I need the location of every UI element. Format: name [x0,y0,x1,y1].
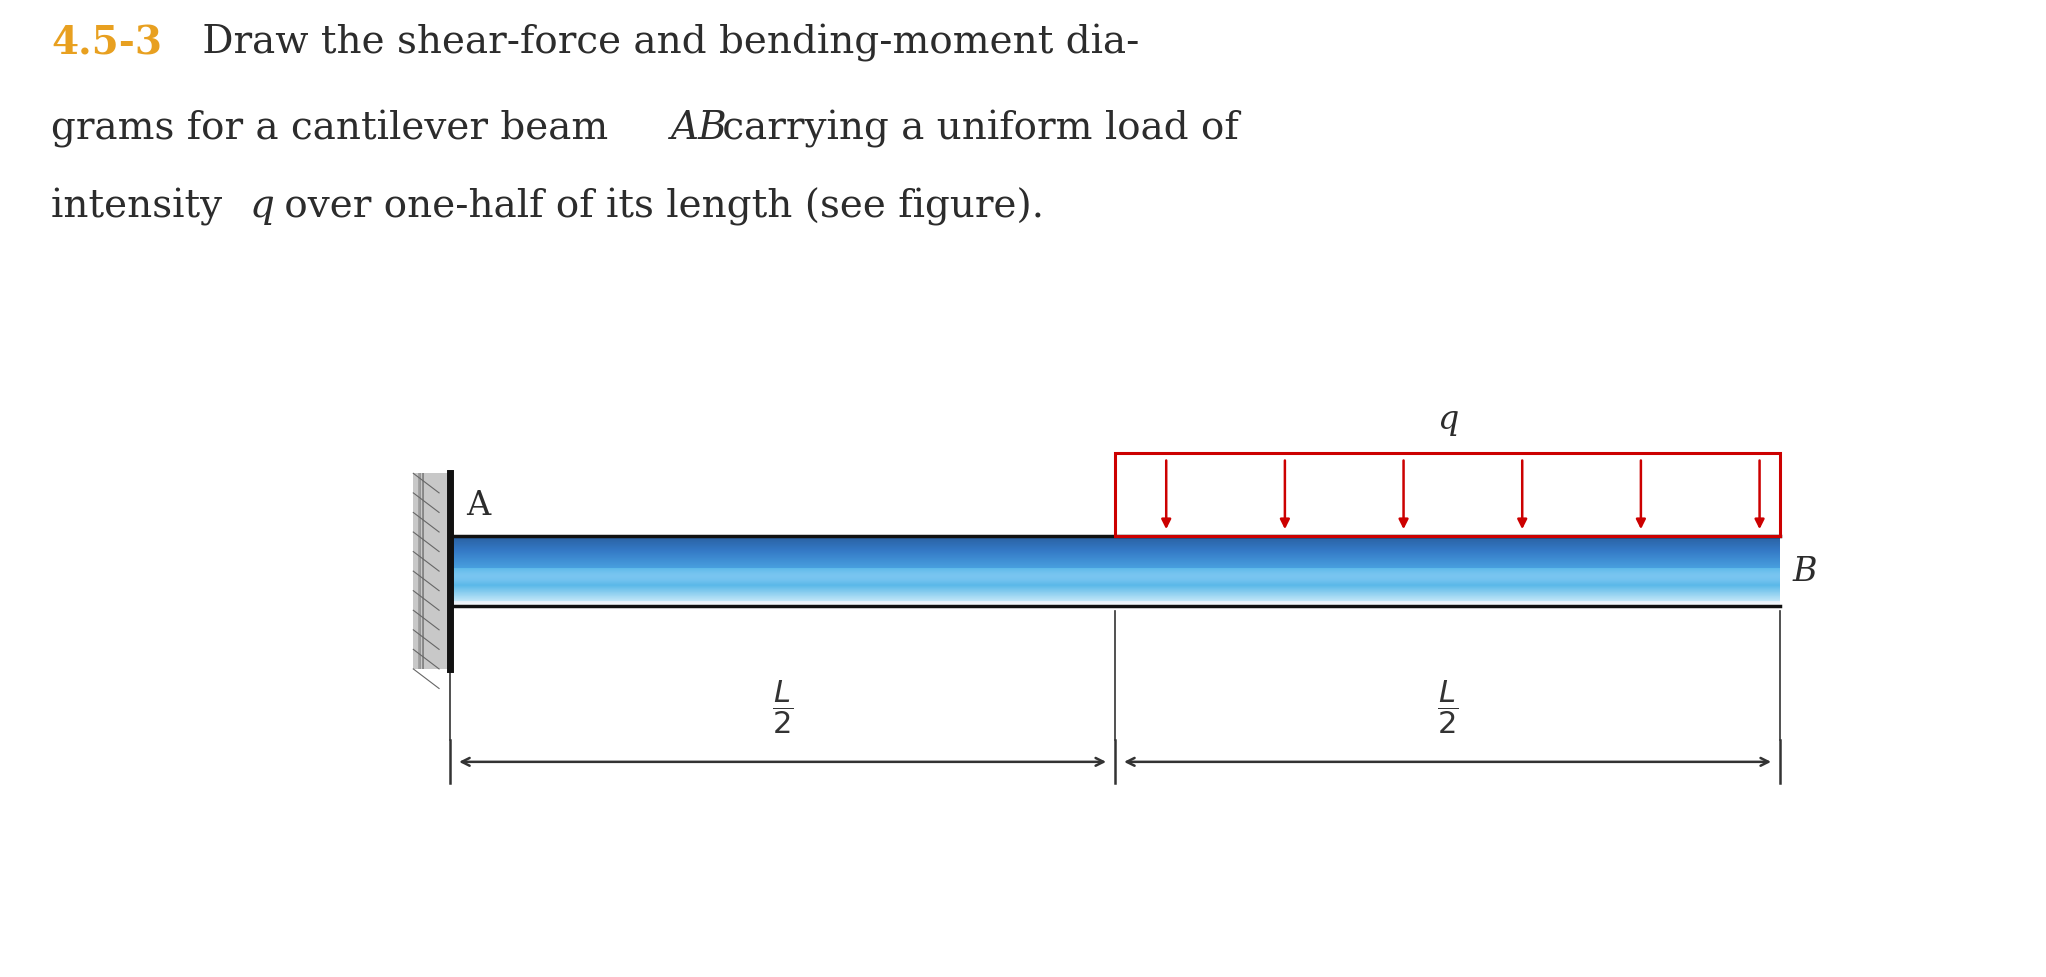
Text: over one-half of its length (see figure).: over one-half of its length (see figure)… [272,188,1043,226]
Text: q: q [1436,404,1459,436]
Bar [1115,453,1780,536]
Text: 4.5-3: 4.5-3 [51,24,162,63]
Text: q: q [250,188,274,225]
Text: A: A [466,489,491,522]
Text: grams for a cantilever beam: grams for a cantilever beam [51,109,620,148]
Text: AB: AB [671,109,728,147]
Text: Draw the shear-force and bending-moment dia-: Draw the shear-force and bending-moment … [190,24,1140,63]
Text: intensity: intensity [51,188,235,226]
Text: carrying a uniform load of: carrying a uniform load of [710,109,1238,148]
Text: B: B [1792,556,1817,587]
Text: $\dfrac{L}{2}$: $\dfrac{L}{2}$ [771,678,794,736]
Bar [413,474,450,669]
Text: $\dfrac{L}{2}$: $\dfrac{L}{2}$ [1436,678,1459,736]
